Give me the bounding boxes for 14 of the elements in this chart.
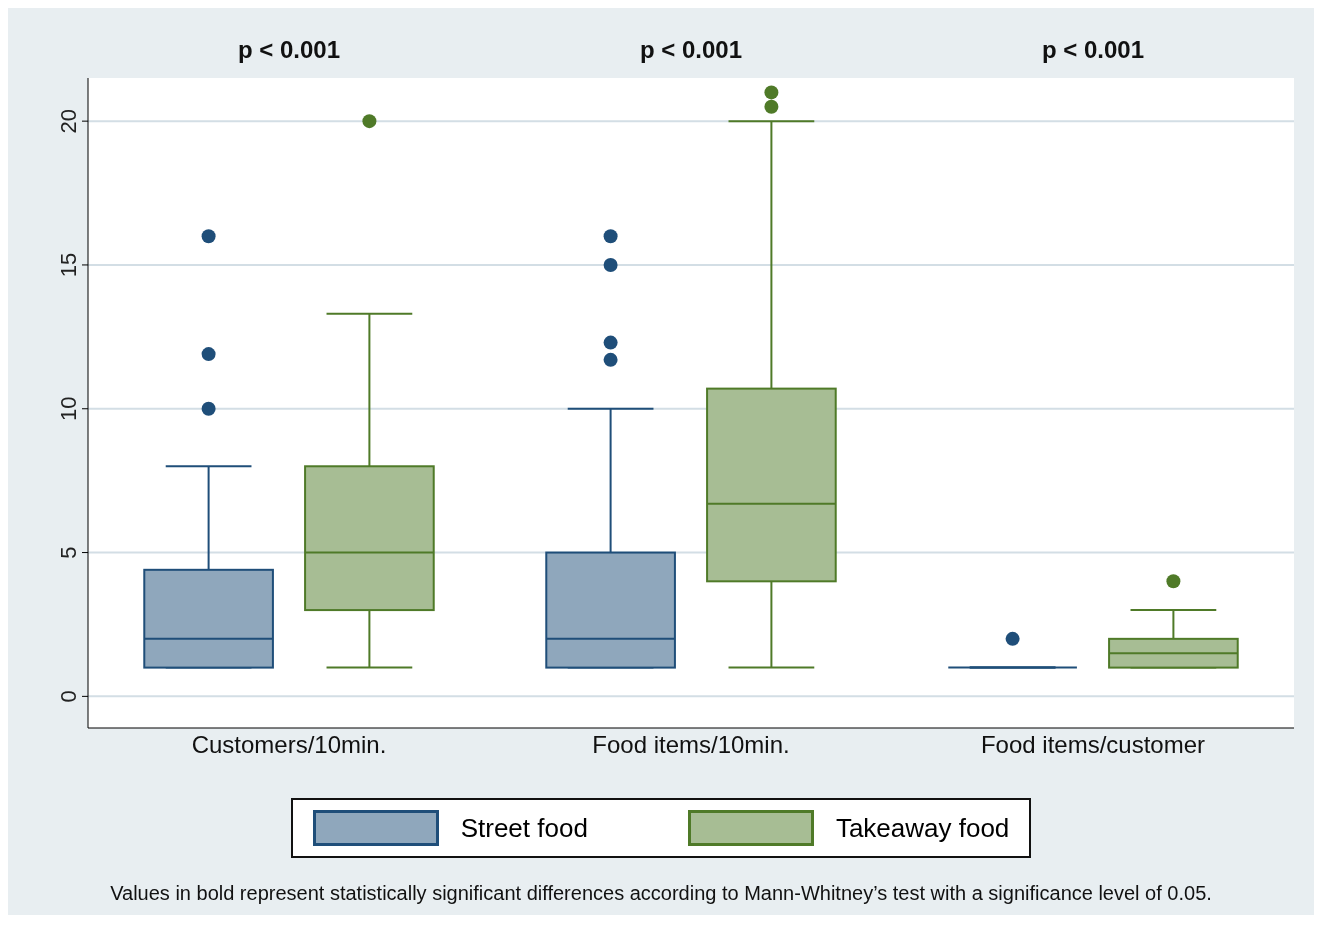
x-tick-label: Customers/10min. (191, 731, 387, 759)
text: p < 0.001 (638, 36, 744, 64)
text: p < 0.001 (1040, 36, 1146, 64)
x-tick-label: Food items/10min. (592, 731, 790, 759)
y-tick-label: 5 (56, 546, 81, 559)
y-tick-label: 10 (56, 396, 81, 421)
text: p < 0.001 (236, 36, 342, 64)
text: Values in bold represent statistically significant differences according to Mann-Whitney’s test with a significance level of 0.05. (109, 882, 1213, 905)
y-tick-label: 0 (56, 690, 81, 703)
x-tick-label: Food items/customer (980, 731, 1206, 759)
y-tick-label: 15 (56, 252, 81, 278)
y-tick-label: 20 (56, 108, 81, 134)
legend-label: Takeaway food (835, 812, 1010, 844)
legend-label: Street food (460, 812, 588, 844)
